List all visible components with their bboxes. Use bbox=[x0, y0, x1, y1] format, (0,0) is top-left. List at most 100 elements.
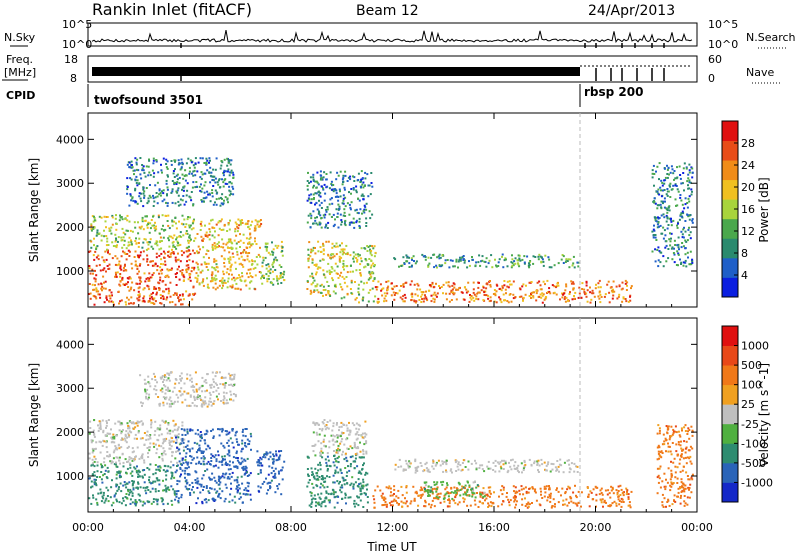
data-cell bbox=[314, 498, 317, 500]
data-cell bbox=[374, 251, 377, 254]
data-cell bbox=[92, 272, 94, 275]
data-cell bbox=[171, 241, 174, 244]
data-cell bbox=[143, 190, 146, 193]
data-cell bbox=[662, 200, 665, 203]
data-cell bbox=[149, 490, 152, 493]
data-cell bbox=[342, 214, 345, 217]
data-cell bbox=[332, 493, 335, 496]
data-cell bbox=[156, 202, 159, 205]
data-cell bbox=[689, 250, 692, 253]
data-cell bbox=[339, 251, 342, 254]
data-cell bbox=[354, 460, 357, 463]
data-cell bbox=[99, 441, 102, 444]
data-cell bbox=[249, 236, 252, 239]
data-cell bbox=[666, 188, 669, 190]
data-cell bbox=[341, 438, 344, 440]
data-cell bbox=[316, 477, 319, 480]
data-cell bbox=[653, 197, 656, 200]
colorbar-swatch bbox=[722, 238, 738, 259]
data-cell bbox=[561, 254, 564, 256]
data-cell bbox=[174, 498, 177, 501]
data-cell bbox=[188, 170, 191, 173]
data-cell bbox=[119, 300, 122, 303]
data-cell bbox=[310, 250, 313, 253]
data-cell bbox=[150, 296, 153, 299]
data-cell bbox=[328, 501, 331, 504]
data-cell bbox=[420, 291, 423, 293]
data-cell bbox=[211, 277, 213, 280]
data-cell bbox=[200, 485, 203, 488]
data-cell bbox=[186, 463, 189, 466]
data-cell bbox=[675, 264, 678, 266]
data-cell bbox=[128, 255, 131, 257]
data-cell bbox=[405, 500, 408, 503]
data-cell bbox=[449, 259, 452, 262]
data-cell bbox=[97, 492, 100, 495]
data-cell bbox=[96, 470, 99, 473]
data-cell bbox=[136, 420, 139, 423]
data-cell bbox=[320, 442, 323, 445]
data-cell bbox=[688, 179, 691, 182]
data-cell bbox=[336, 245, 339, 248]
data-cell bbox=[176, 461, 179, 464]
data-cell bbox=[618, 500, 621, 502]
data-cell bbox=[235, 223, 238, 226]
data-cell bbox=[521, 285, 524, 288]
data-cell bbox=[683, 207, 686, 210]
data-cell bbox=[663, 216, 666, 219]
data-cell bbox=[131, 196, 134, 199]
data-cell bbox=[542, 280, 545, 283]
data-cell bbox=[206, 235, 209, 238]
data-cell bbox=[435, 495, 438, 498]
data-cell bbox=[281, 272, 284, 275]
data-cell bbox=[205, 448, 208, 451]
data-cell bbox=[398, 458, 401, 461]
data-cell bbox=[317, 440, 320, 443]
data-cell bbox=[502, 266, 505, 269]
data-cell bbox=[188, 450, 191, 453]
data-cell bbox=[196, 477, 199, 480]
data-cell bbox=[364, 492, 367, 495]
data-cell bbox=[494, 465, 497, 467]
data-cell bbox=[307, 259, 310, 262]
data-cell bbox=[96, 231, 99, 234]
data-cell bbox=[90, 246, 93, 249]
data-cell bbox=[118, 219, 121, 222]
data-cell bbox=[142, 288, 145, 291]
data-cell bbox=[150, 421, 153, 424]
data-cell bbox=[571, 264, 574, 267]
data-cell bbox=[427, 265, 430, 268]
data-cell bbox=[349, 208, 352, 211]
data-cell bbox=[246, 493, 249, 496]
data-cell bbox=[453, 265, 456, 268]
data-cell bbox=[165, 163, 168, 165]
data-cell bbox=[629, 506, 632, 509]
data-cell bbox=[415, 260, 418, 263]
data-cell bbox=[451, 497, 454, 500]
data-cell bbox=[524, 497, 526, 500]
data-cell bbox=[320, 505, 323, 508]
data-cell bbox=[324, 505, 327, 508]
data-cell bbox=[365, 440, 368, 443]
data-cell bbox=[248, 260, 251, 263]
data-cell bbox=[463, 298, 466, 301]
data-cell bbox=[677, 246, 680, 249]
data-cell bbox=[148, 288, 151, 291]
data-cell bbox=[114, 271, 117, 274]
data-cell bbox=[452, 282, 455, 285]
data-cell bbox=[338, 435, 341, 438]
data-cell bbox=[448, 285, 451, 288]
data-cell bbox=[147, 165, 150, 168]
data-cell bbox=[124, 217, 127, 220]
data-cell bbox=[173, 492, 176, 495]
data-cell bbox=[340, 271, 343, 274]
data-cell bbox=[151, 302, 154, 305]
data-cell bbox=[191, 458, 194, 461]
data-cell bbox=[255, 256, 258, 258]
data-cell bbox=[329, 419, 332, 422]
data-cell bbox=[154, 263, 157, 265]
data-cell bbox=[233, 279, 236, 282]
data-cell bbox=[114, 492, 117, 495]
data-cell bbox=[549, 496, 552, 499]
data-cell bbox=[102, 259, 105, 262]
